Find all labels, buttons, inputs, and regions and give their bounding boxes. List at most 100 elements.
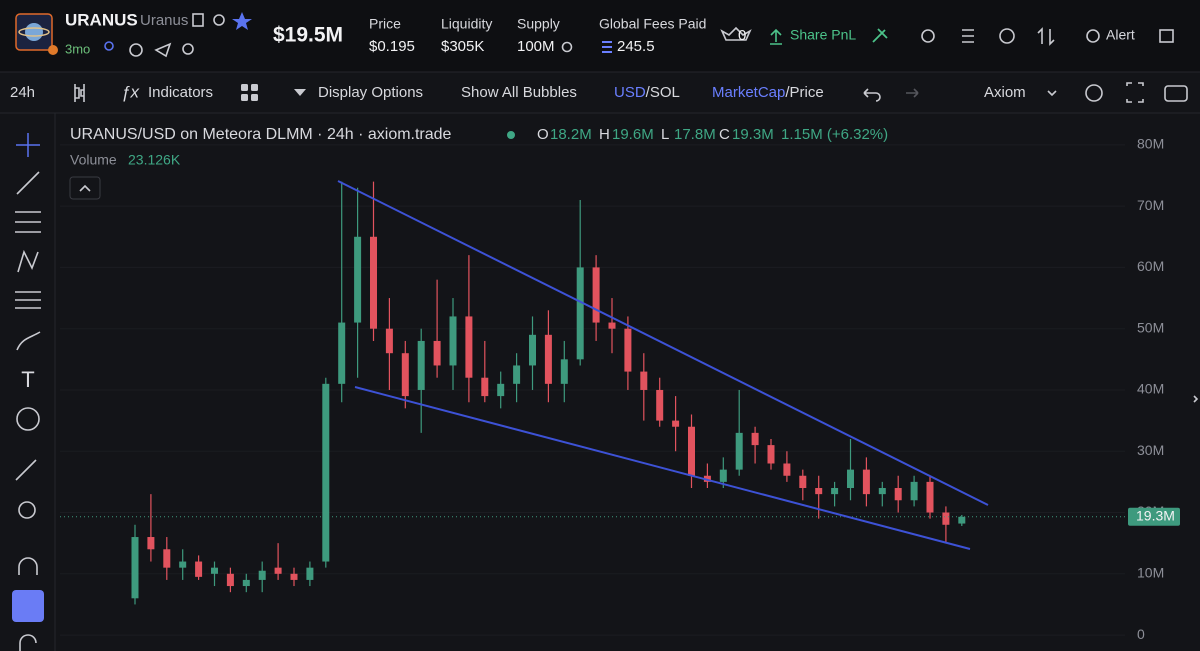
candle-body — [258, 570, 266, 580]
candle-body — [719, 469, 727, 482]
candle-body — [544, 334, 552, 384]
layout-icon[interactable] — [1159, 29, 1174, 43]
ruler-tool[interactable] — [15, 459, 37, 481]
pin-icon[interactable] — [872, 28, 888, 43]
indicators[interactable]: Indicators — [148, 84, 213, 101]
undo-icon[interactable] — [863, 88, 881, 102]
metric-toggle[interactable]: MarketCap/Price — [712, 84, 824, 101]
screenshot-icon[interactable] — [1164, 85, 1188, 102]
magnet-tool[interactable] — [18, 557, 38, 575]
emoji-tool[interactable] — [16, 407, 40, 431]
currency-toggle[interactable]: USD/SOL — [614, 84, 680, 101]
brush-tool[interactable] — [16, 331, 41, 351]
candle-body — [560, 359, 568, 384]
source-select[interactable]: Axiom — [984, 84, 1026, 101]
separator: / — [646, 84, 651, 101]
chart-settings-icon[interactable] — [1085, 84, 1103, 102]
ohlc-value: 19.6M — [612, 126, 654, 143]
collapse-button[interactable] — [69, 176, 101, 200]
web-icon[interactable] — [129, 43, 143, 57]
ohlc-value: 17.8M — [674, 126, 716, 143]
pattern-tool[interactable] — [17, 249, 39, 273]
candle-body — [147, 537, 155, 550]
share-icon[interactable] — [213, 14, 225, 26]
candle-body — [306, 567, 314, 580]
stat-label: Global Fees Paid — [599, 16, 706, 32]
fullscreen-icon[interactable] — [1126, 82, 1144, 103]
logo-ring — [18, 27, 50, 37]
telegram-icon[interactable] — [154, 42, 172, 58]
candle-body — [608, 322, 616, 329]
candle-body — [481, 377, 489, 397]
y-tick-label: 30M — [1137, 442, 1164, 458]
stat-label: Price — [369, 16, 401, 32]
display-options[interactable]: Display Options — [318, 84, 423, 101]
fx-icon[interactable]: ƒx — [121, 82, 139, 101]
dropdown-icon — [294, 89, 306, 96]
interval[interactable]: 24h — [10, 84, 35, 101]
last-price-label: 19.3M — [1136, 508, 1175, 524]
candle-body — [894, 488, 902, 501]
candle-type-icon[interactable] — [74, 84, 85, 102]
alert-icon[interactable] — [1086, 29, 1100, 43]
templates-icon[interactable] — [241, 84, 258, 101]
candle-body — [688, 426, 695, 476]
logo-planet — [25, 23, 43, 41]
token-symbol: URANUS — [65, 10, 138, 29]
lock-tool[interactable] — [12, 590, 44, 622]
candle-body — [831, 488, 839, 495]
settings-icon[interactable] — [921, 29, 935, 43]
dollar-icon[interactable] — [999, 28, 1015, 44]
star-icon[interactable] — [232, 12, 252, 30]
token-age: 3mo — [65, 41, 90, 56]
fib-tool[interactable] — [15, 291, 41, 309]
trend-line[interactable] — [354, 386, 971, 550]
volume-value: 23.126K — [128, 152, 181, 168]
show-bubbles[interactable]: Show All Bubbles — [461, 84, 577, 101]
alert[interactable]: Alert — [1106, 27, 1135, 43]
channel-tool[interactable] — [15, 211, 41, 233]
candle-body — [195, 561, 203, 577]
candle-body — [497, 383, 505, 397]
trend-line[interactable] — [337, 180, 989, 506]
candle-body — [942, 512, 950, 525]
candle-body — [513, 365, 521, 384]
refresh-icon — [561, 41, 573, 53]
unlock-tool[interactable] — [19, 634, 37, 651]
search-icon[interactable] — [182, 43, 194, 55]
candle-body — [783, 463, 791, 476]
copy-icon[interactable] — [192, 13, 204, 27]
dropdown-icon — [1047, 90, 1057, 97]
ohlc-letter: O — [537, 126, 549, 143]
change: 1.15M (+6.32%) — [781, 126, 888, 143]
stat-label: Supply — [517, 16, 560, 32]
stat-value: $0.195 — [369, 38, 415, 55]
candle-body — [847, 469, 854, 489]
candle-body — [910, 481, 918, 501]
share-pnl[interactable]: Share PnL — [790, 27, 856, 43]
count: 0 — [738, 27, 746, 44]
sort-icon[interactable] — [1037, 27, 1055, 46]
status-dot — [507, 131, 515, 139]
crown-icon — [720, 26, 752, 41]
market-cap: $19.5M — [273, 24, 343, 47]
line-tool[interactable] — [16, 171, 40, 195]
candle-body — [640, 371, 648, 390]
zoom-tool[interactable] — [18, 501, 36, 519]
share-pnl-icon — [770, 28, 782, 45]
list-icon[interactable] — [962, 29, 974, 43]
candle-body — [958, 516, 966, 524]
y-tick-label: 60M — [1137, 258, 1164, 274]
icon-part — [241, 94, 248, 101]
redo-icon[interactable] — [906, 88, 919, 98]
text-tool[interactable]: T — [21, 367, 34, 392]
expand-arrow[interactable] — [1193, 395, 1199, 403]
holders-icon[interactable] — [104, 41, 114, 51]
chart-title: URANUS/USD on Meteora DLMM · 24h · axiom… — [70, 126, 452, 143]
icon-part — [251, 84, 258, 91]
icon-part — [251, 94, 258, 101]
candle-body — [211, 567, 218, 574]
crosshair-tool[interactable] — [16, 133, 40, 157]
